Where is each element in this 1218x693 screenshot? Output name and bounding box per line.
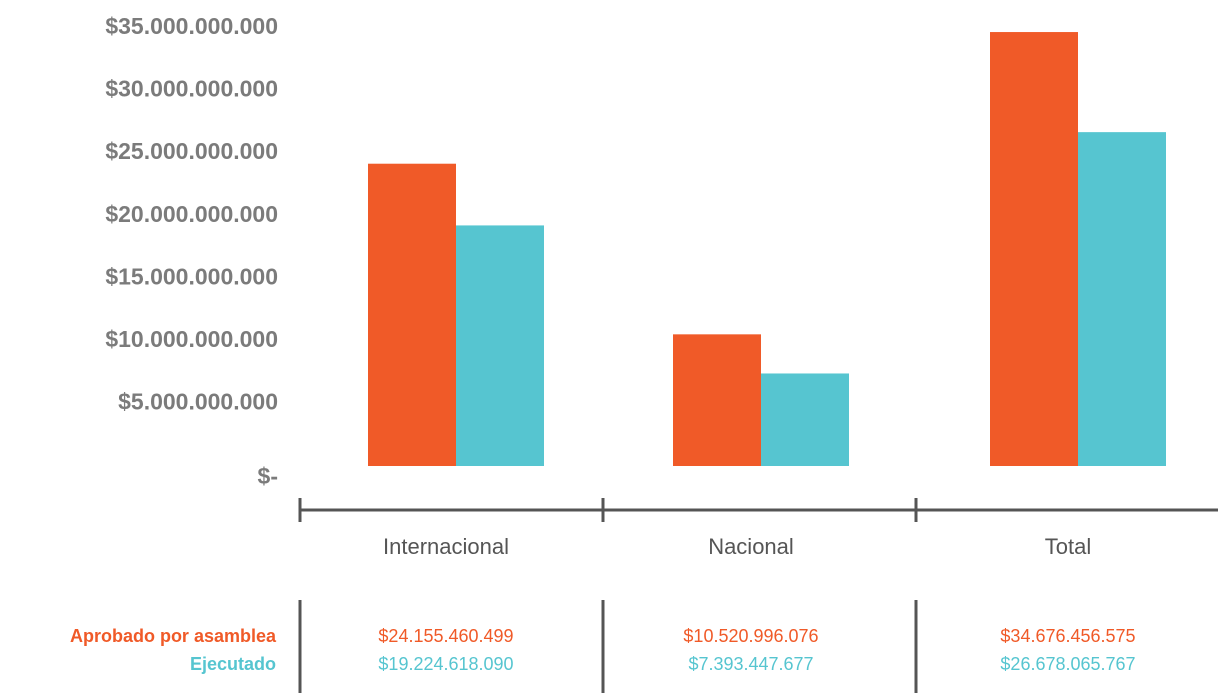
- bar: [673, 334, 761, 466]
- table-value: $10.520.996.076: [683, 626, 818, 646]
- y-tick-label: $20.000.000.000: [105, 201, 278, 227]
- legend-label: Aprobado por asamblea: [70, 626, 277, 646]
- table-value: $34.676.456.575: [1000, 626, 1135, 646]
- bar: [1078, 132, 1166, 466]
- bar: [990, 32, 1078, 466]
- bar: [761, 373, 849, 466]
- bar: [368, 163, 456, 466]
- x-tick-label: Total: [1045, 534, 1091, 559]
- table-value: $19.224.618.090: [378, 654, 513, 674]
- table-value: $7.393.447.677: [688, 654, 813, 674]
- y-tick-label: $30.000.000.000: [105, 76, 278, 102]
- x-tick-label: Internacional: [383, 534, 509, 559]
- x-tick-label: Nacional: [708, 534, 794, 559]
- y-tick-label: $5.000.000.000: [118, 389, 278, 415]
- legend-label: Ejecutado: [190, 654, 276, 674]
- table-value: $26.678.065.767: [1000, 654, 1135, 674]
- y-tick-label: $-: [258, 463, 278, 489]
- x-axis: [298, 498, 1218, 693]
- y-tick-label: $35.000.000.000: [105, 13, 278, 39]
- y-tick-label: $25.000.000.000: [105, 138, 278, 164]
- bar: [456, 225, 544, 466]
- table-value: $24.155.460.499: [378, 626, 513, 646]
- y-tick-label: $15.000.000.000: [105, 263, 278, 289]
- y-tick-label: $10.000.000.000: [105, 326, 278, 352]
